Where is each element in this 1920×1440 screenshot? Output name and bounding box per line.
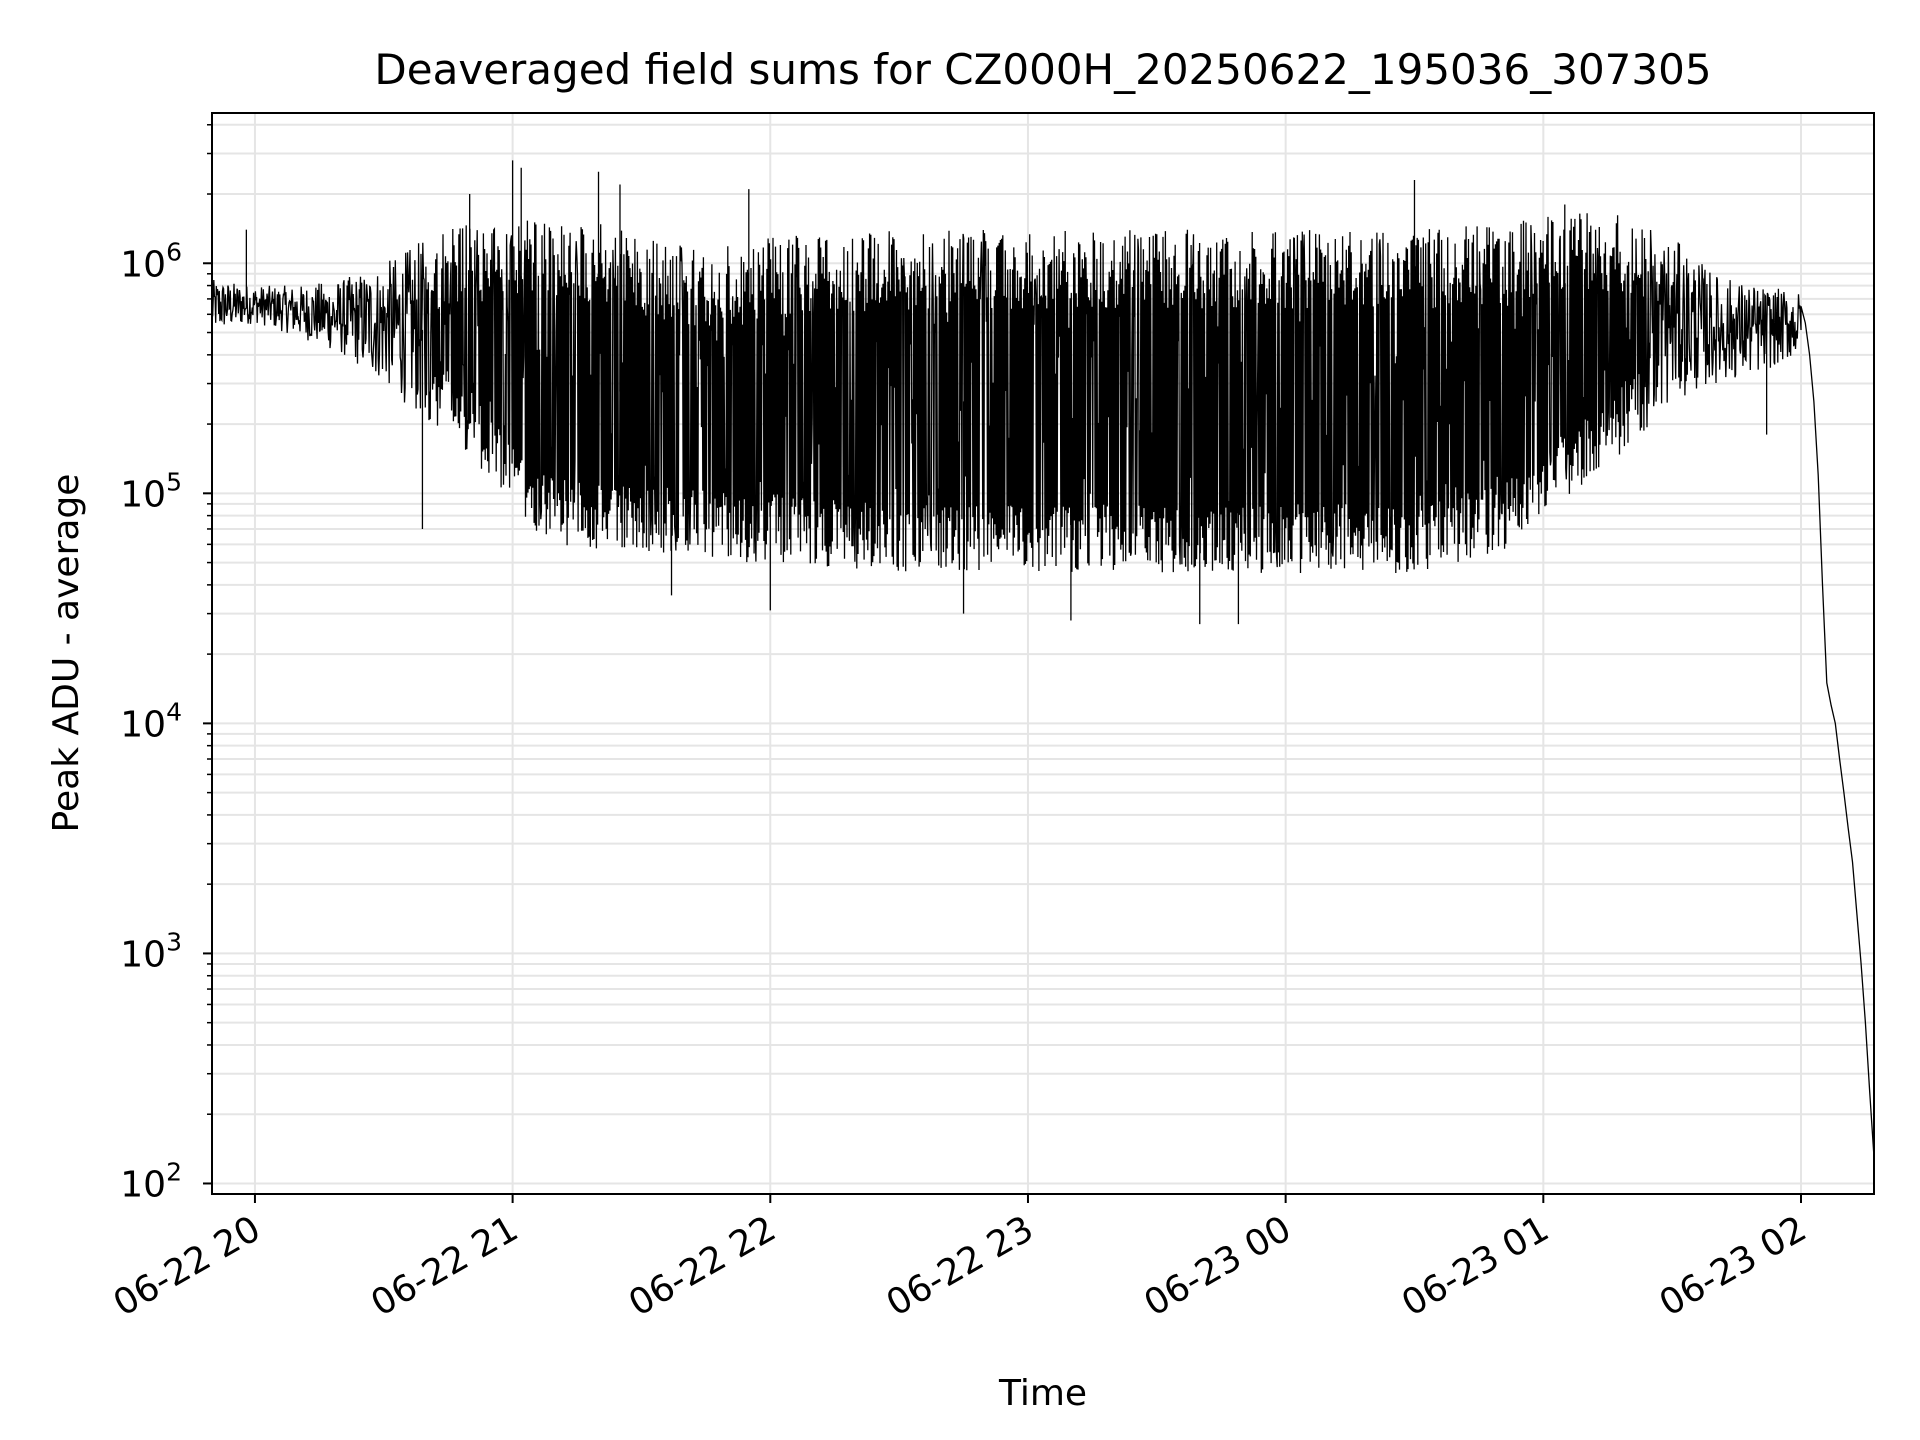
- y-axis-label: Peak ADU - average: [46, 474, 87, 833]
- x-axis-label: Time: [998, 1373, 1087, 1414]
- chart-title: Deaveraged field sums for CZ000H_2025062…: [374, 45, 1711, 94]
- data-line: [211, 213, 1875, 1158]
- y-tick-label: 104: [120, 697, 182, 745]
- y-tick-label: 102: [120, 1157, 182, 1205]
- y-tick-label: 105: [120, 467, 182, 515]
- data-series: [211, 160, 1875, 1158]
